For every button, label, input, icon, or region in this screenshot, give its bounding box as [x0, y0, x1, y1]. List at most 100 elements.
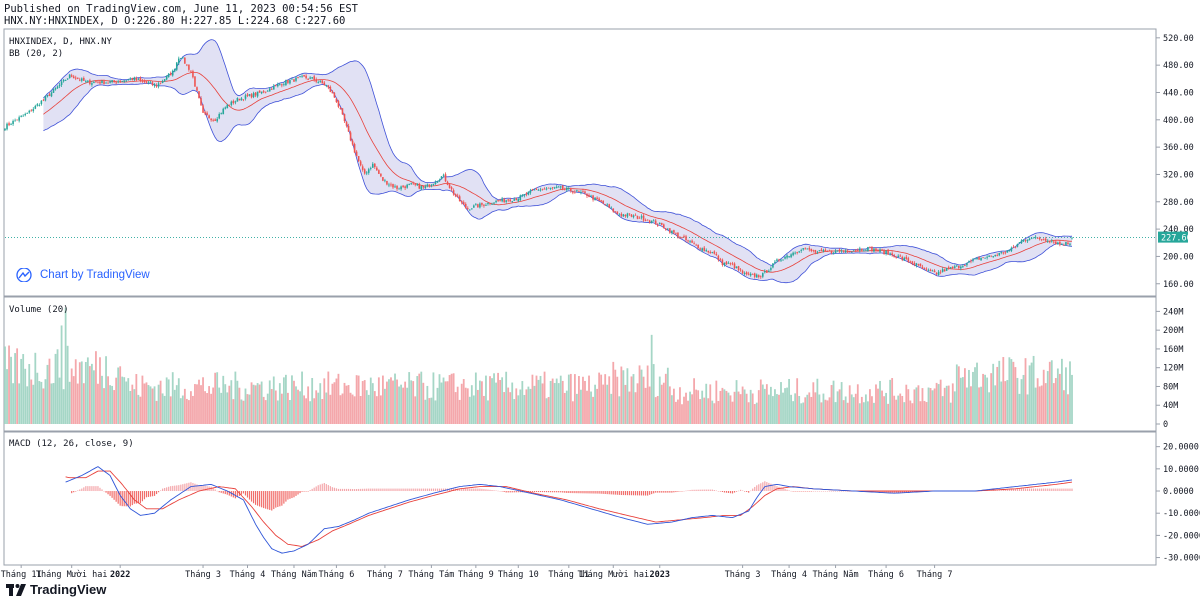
candle-body [272, 85, 275, 90]
volume-bar [99, 357, 101, 424]
candle-body [788, 256, 790, 257]
last-price-tag [1158, 231, 1188, 243]
candle-body [212, 119, 214, 121]
macd-histogram-bar [366, 488, 368, 492]
tradingview-brand[interactable]: TradingView [6, 582, 106, 597]
volume-bar [474, 372, 477, 424]
macd-histogram-bar [604, 491, 606, 495]
volume-bar [105, 356, 107, 424]
macd-histogram-bar [135, 491, 137, 504]
volume-bar [20, 358, 23, 424]
volume-bar [563, 392, 566, 424]
volume-bar [287, 392, 289, 424]
macd-histogram-bar [83, 487, 85, 492]
volume-bar [42, 388, 45, 424]
volume-bar [1044, 383, 1047, 424]
volume-bar [915, 387, 918, 424]
macd-histogram-bar [188, 482, 190, 492]
macd-histogram-bar [574, 491, 576, 494]
candle-body [883, 250, 885, 254]
candle-body [58, 84, 61, 87]
candle-body [18, 117, 20, 121]
macd-histogram-bar [1041, 488, 1043, 492]
volume-bar [735, 380, 738, 424]
volume-bar [1030, 362, 1033, 424]
time-tick-label: 2022 [110, 570, 130, 580]
volume-bar [163, 395, 166, 424]
volume-bar [695, 389, 698, 424]
macd-histogram-bar [325, 484, 327, 492]
candle-body [200, 98, 202, 106]
volume-bar [1020, 379, 1023, 424]
candle-body [1042, 239, 1045, 241]
volume-bar [701, 390, 704, 424]
macd-histogram-bar [992, 489, 994, 492]
candle-body [40, 100, 43, 105]
macd-histogram-bar [305, 491, 307, 492]
volume-bar [529, 388, 532, 424]
volume-bar [202, 377, 204, 424]
volume-bar [434, 400, 437, 424]
candle-body [662, 224, 665, 229]
candle-body [408, 184, 410, 186]
tradingview-logo-icon [6, 583, 26, 596]
candle-body [681, 237, 683, 238]
macd-histogram-bar [303, 491, 305, 492]
bb-indicator-label: BB (20, 2) [9, 49, 63, 59]
volume-bar [230, 380, 233, 424]
volume-bar [887, 403, 889, 424]
volume-bar [254, 385, 257, 424]
volume-bar [923, 400, 926, 424]
macd-lines [65, 466, 1073, 554]
volume-bar [353, 396, 356, 424]
candle-body [414, 183, 417, 185]
candle-body [155, 85, 158, 87]
macd-histogram-bar [467, 488, 469, 492]
volume-bar [824, 399, 827, 424]
time-tick-label: Tháng Năm [813, 570, 859, 580]
macd-histogram-bar [170, 486, 172, 492]
candle-body [442, 174, 445, 176]
candle-body [489, 203, 491, 205]
candle-body [618, 214, 621, 216]
candle-body [1000, 252, 1003, 253]
candle-body [70, 75, 73, 77]
candle-body [834, 250, 837, 254]
volume-bar [349, 392, 352, 424]
candle-body [832, 253, 835, 255]
candle-body [325, 85, 328, 86]
candle-body [713, 251, 716, 254]
macd-histogram-bar [432, 488, 435, 492]
candle-body [440, 176, 443, 180]
time-tick-label: Tháng 3 [725, 570, 761, 580]
chart-by-tradingview-link[interactable]: Chart by TradingView [14, 268, 150, 282]
candle-body [420, 186, 423, 190]
candle-body [1063, 244, 1065, 246]
candle-body [295, 77, 297, 81]
macd-histogram-bar [428, 488, 430, 492]
volume-bar [798, 396, 801, 424]
macd-histogram-bar [608, 491, 610, 495]
macd-histogram-bar [828, 491, 831, 492]
macd-pane[interactable] [3, 431, 1157, 566]
volume-bar [82, 383, 85, 424]
candle-body [1057, 242, 1059, 245]
macd-tick-label: 0.0000 [1163, 487, 1194, 497]
candle-body [646, 219, 649, 221]
candle-body [778, 259, 780, 261]
macd-histogram-bar [319, 484, 321, 492]
volume-bar [86, 357, 89, 424]
volume-bar [169, 396, 172, 424]
volume-bar [814, 392, 817, 424]
candle-body [123, 80, 126, 82]
volume-bar [428, 398, 431, 424]
macd-histogram-bar [588, 491, 590, 494]
candle-body [553, 187, 556, 189]
candle-body [479, 203, 481, 208]
volume-bar [452, 373, 455, 424]
volume-bar [481, 381, 483, 424]
macd-histogram-bar [1014, 488, 1017, 492]
volume-bar [707, 398, 710, 424]
candle-body [66, 78, 69, 80]
candle-body [673, 230, 675, 233]
